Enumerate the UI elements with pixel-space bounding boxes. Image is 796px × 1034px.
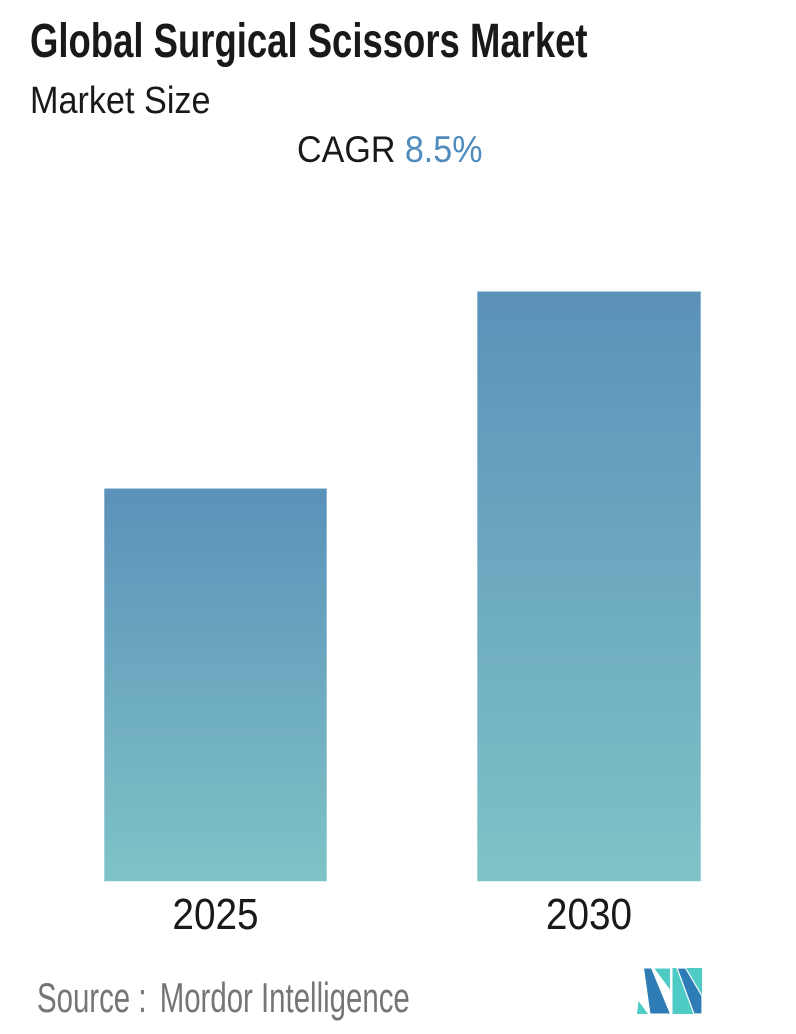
bar-group-2025: 2025 — [104, 291, 327, 939]
chart-subtitle: Market Size — [30, 80, 231, 123]
page-title-text: Global Surgical Scissors Market — [30, 15, 588, 68]
cagr-value: 8.5% — [405, 129, 483, 170]
bar-2025 — [104, 488, 327, 881]
page-title: Global Surgical Scissors Market — [30, 15, 764, 69]
bar-group-2030: 2030 — [477, 291, 701, 939]
chart-subtitle-text: Market Size — [30, 80, 211, 122]
bar-chart: 2025 2030 — [0, 291, 796, 939]
mordor-intelligence-logo — [637, 968, 702, 1014]
x-axis-label-2030: 2030 — [545, 890, 633, 939]
source-label: Source : — [37, 974, 147, 1021]
x-axis-label-2025: 2025 — [172, 890, 259, 939]
source-line: Source : Mordor Intelligence — [37, 974, 570, 1022]
cagr-annotation: CAGR 8.5% — [0, 129, 780, 171]
bar-2030 — [477, 291, 701, 881]
cagr-annotation-text: CAGR 8.5% — [297, 129, 482, 171]
source-line-text: Source : Mordor Intelligence — [37, 974, 410, 1022]
source-name: Mordor Intelligence — [159, 974, 410, 1021]
cagr-label: CAGR — [297, 129, 396, 170]
